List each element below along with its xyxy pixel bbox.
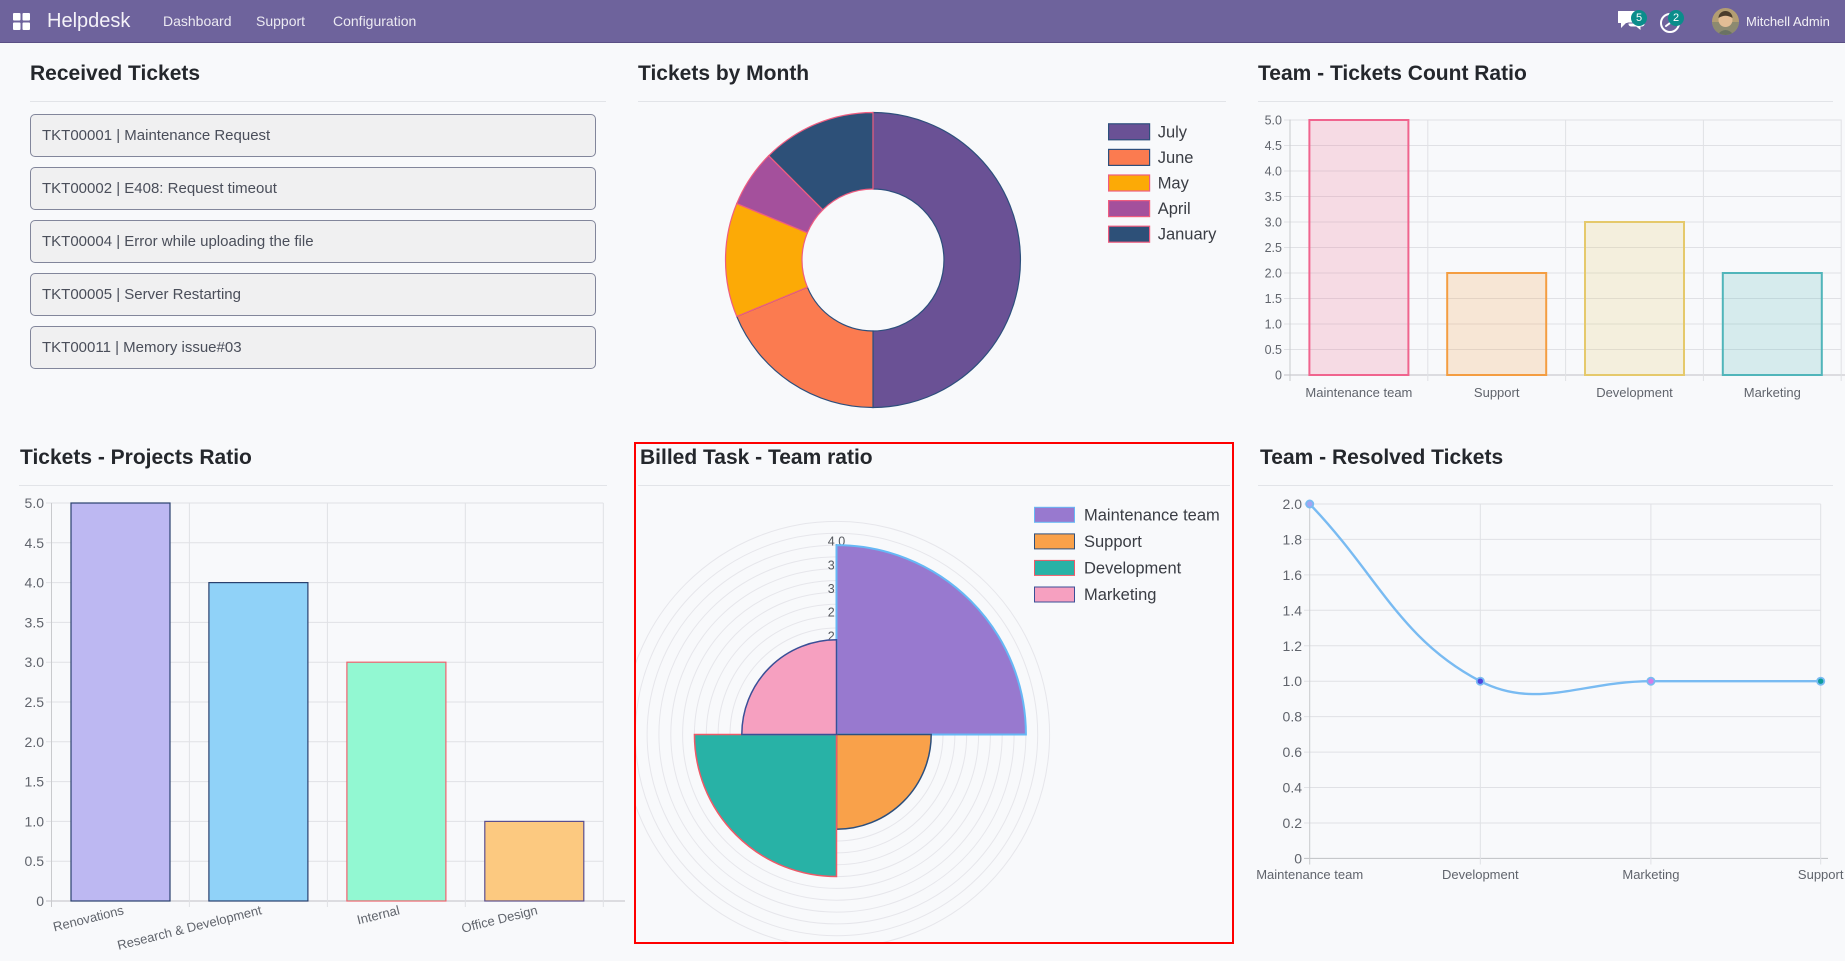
svg-text:4.5: 4.5 — [25, 535, 45, 551]
svg-text:0.2: 0.2 — [1283, 815, 1303, 831]
svg-text:0.8: 0.8 — [1283, 709, 1303, 725]
svg-text:June: June — [1158, 149, 1194, 167]
svg-text:3.5: 3.5 — [25, 614, 45, 630]
svg-text:Marketing: Marketing — [1622, 867, 1679, 882]
svg-text:1.0: 1.0 — [1265, 318, 1282, 332]
svg-text:Research & Development: Research & Development — [116, 902, 264, 952]
svg-text:4.0: 4.0 — [25, 575, 45, 591]
svg-text:Support: Support — [1798, 867, 1844, 882]
svg-text:2.5: 2.5 — [1265, 241, 1282, 255]
svg-text:2.0: 2.0 — [1283, 496, 1303, 512]
svg-text:1.5: 1.5 — [25, 774, 45, 790]
svg-text:0.6: 0.6 — [1283, 744, 1303, 760]
svg-text:2.0: 2.0 — [1265, 267, 1282, 281]
svg-text:Maintenance team: Maintenance team — [1305, 385, 1412, 400]
svg-text:2.5: 2.5 — [25, 694, 45, 710]
svg-text:0.4: 0.4 — [1283, 780, 1303, 796]
svg-text:1.8: 1.8 — [1283, 531, 1303, 547]
svg-text:January: January — [1158, 226, 1217, 244]
svg-text:4.5: 4.5 — [1265, 139, 1282, 153]
svg-text:July: July — [1158, 123, 1188, 141]
svg-text:4.0: 4.0 — [1265, 165, 1282, 179]
svg-text:Development: Development — [1442, 867, 1519, 882]
svg-text:Support: Support — [1474, 385, 1520, 400]
svg-text:1.4: 1.4 — [1283, 602, 1303, 618]
svg-text:1.0: 1.0 — [25, 813, 45, 829]
svg-text:May: May — [1158, 175, 1190, 193]
svg-text:Office Design: Office Design — [460, 902, 539, 935]
svg-text:Maintenance team: Maintenance team — [1084, 506, 1220, 524]
svg-text:5.0: 5.0 — [25, 495, 45, 511]
svg-text:Renovations: Renovations — [51, 902, 125, 934]
svg-text:Development: Development — [1084, 559, 1182, 577]
svg-text:0: 0 — [1294, 850, 1302, 866]
svg-text:1.5: 1.5 — [1265, 292, 1282, 306]
svg-text:0.5: 0.5 — [25, 853, 45, 869]
svg-text:1.0: 1.0 — [1283, 673, 1303, 689]
svg-text:Marketing: Marketing — [1744, 385, 1801, 400]
svg-text:0.5: 0.5 — [1265, 343, 1282, 357]
svg-text:3.0: 3.0 — [25, 654, 45, 670]
svg-text:2.0: 2.0 — [25, 734, 45, 750]
svg-text:5.0: 5.0 — [1265, 114, 1282, 128]
svg-text:1.6: 1.6 — [1283, 567, 1303, 583]
svg-text:Maintenance team: Maintenance team — [1256, 867, 1363, 882]
svg-text:3.5: 3.5 — [1265, 190, 1282, 204]
svg-text:0: 0 — [36, 893, 44, 909]
svg-text:0: 0 — [1275, 369, 1282, 383]
svg-text:Internal: Internal — [355, 902, 401, 927]
svg-text:3.0: 3.0 — [1265, 216, 1282, 230]
svg-text:1.2: 1.2 — [1283, 638, 1303, 654]
svg-text:Marketing: Marketing — [1084, 586, 1156, 604]
svg-text:April: April — [1158, 200, 1191, 218]
svg-text:Development: Development — [1596, 385, 1673, 400]
svg-text:Support: Support — [1084, 533, 1142, 551]
